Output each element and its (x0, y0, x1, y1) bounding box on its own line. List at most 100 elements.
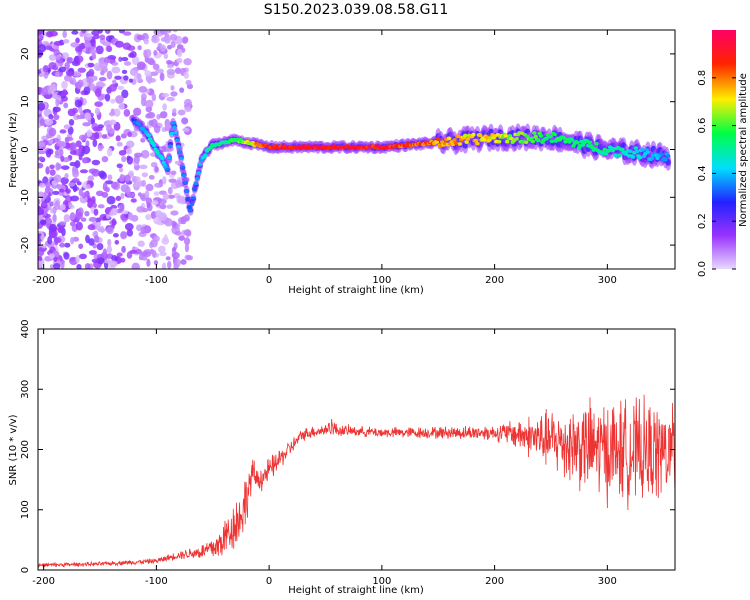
heatmap-ridge-core (191, 196, 196, 200)
heatmap-ridge-core (173, 130, 178, 135)
heatmap-noise-cell (159, 30, 168, 35)
heatmap-ridge-core (536, 138, 541, 143)
heatmap-noise-cell (84, 112, 91, 121)
heatmap-noise-cell (58, 66, 67, 73)
heatmap-noise-cell (52, 262, 61, 269)
heatmap-ridge-core (180, 165, 185, 169)
heatmap-noise-cell (88, 216, 98, 222)
heatmap-ridge-core (146, 133, 151, 138)
heatmap-ridge-core (196, 171, 201, 175)
heatmap-noise-cell (151, 200, 159, 206)
heatmap-noise-cell (39, 182, 46, 188)
heatmap-xtick-label: 300 (598, 275, 617, 286)
heatmap-noise-cell (183, 237, 191, 246)
heatmap-noise-cell (108, 111, 116, 117)
heatmap-noise-cell (56, 140, 66, 148)
heatmap-noise-cell (38, 255, 43, 262)
heatmap-noise-cell (38, 208, 45, 216)
heatmap-noise-cell (48, 223, 57, 232)
heatmap-noise-cell (74, 160, 81, 169)
heatmap-ridge-core (436, 137, 441, 142)
heatmap-noise-cell (69, 142, 77, 151)
heatmap-noise-cell (150, 162, 158, 168)
heatmap-noise-cell (90, 196, 96, 204)
heatmap-noise-cell (71, 30, 79, 35)
heatmap-noise-cell (118, 167, 124, 173)
heatmap-noise-cell (126, 229, 134, 237)
heatmap-noise-cell (109, 260, 118, 268)
heatmap-ridge-core (548, 134, 553, 139)
heatmap-noise-cell (79, 169, 88, 174)
heatmap-noise-cell (146, 57, 155, 65)
heatmap-ridge-core (168, 144, 173, 149)
heatmap-noise-cell (184, 243, 190, 253)
heatmap-noise-cell (66, 56, 74, 64)
heatmap-ridge-core (549, 139, 555, 144)
heatmap-noise-cell (122, 42, 132, 50)
heatmap-noise-cell (151, 35, 160, 44)
heatmap-noise-cell (75, 221, 83, 231)
heatmap-ridge-core (170, 121, 176, 125)
heatmap-noise-cell (77, 79, 84, 88)
heatmap-ridge-core (183, 180, 188, 185)
heatmap-noise-cell (106, 147, 113, 157)
heatmap-noise-cell (97, 82, 106, 88)
heatmap-noise-cell (78, 188, 84, 197)
heatmap-noise-cell (98, 170, 106, 178)
heatmap-noise-cell (110, 98, 116, 104)
heatmap-noise-cell (176, 57, 183, 64)
heatmap-noise-cell (44, 217, 53, 225)
heatmap-noise-cell (79, 253, 87, 260)
heatmap-noise-cell (105, 186, 110, 193)
heatmap-noise-cell (183, 214, 190, 222)
heatmap-noise-cell (108, 84, 117, 92)
heatmap-noise-cell (151, 93, 157, 102)
heatmap-noise-cell (91, 30, 100, 36)
heatmap-noise-cell (38, 69, 42, 75)
heatmap-noise-cell (38, 142, 45, 148)
colorbar-tick-label: 0.0 (697, 261, 708, 277)
heatmap-noise-cell (59, 242, 66, 248)
heatmap-noise-cell (95, 221, 102, 227)
colorbar-tick-label: 0.4 (697, 165, 708, 181)
heatmap-noise-cell (141, 179, 147, 187)
heatmap-ridge-core (464, 140, 469, 144)
heatmap-noise-cell (82, 157, 88, 164)
heatmap-noise-cell (144, 190, 150, 199)
heatmap-noise-cell (95, 45, 104, 55)
heatmap-noise-cell (76, 263, 82, 269)
heatmap-noise-cell (91, 159, 101, 166)
heatmap-ridge-core (177, 150, 183, 155)
heatmap-noise-cell (53, 114, 60, 121)
heatmap-noise-cell (93, 208, 99, 216)
heatmap-noise-cell (44, 118, 54, 126)
snr-ylabel: SNR (10 * v/v) (8, 414, 19, 485)
heatmap-noise-cell (176, 195, 182, 204)
heatmap-noise-cell (170, 85, 175, 91)
heatmap-noise-cell (110, 208, 118, 216)
heatmap-noise-cell (161, 93, 170, 98)
figure-title: S150.2023.039.08.58.G11 (264, 2, 449, 18)
heatmap-noise-cell (64, 173, 69, 179)
heatmap-ridge-core (530, 139, 536, 144)
heatmap-ridge-core (193, 181, 199, 186)
heatmap-noise-cell (39, 118, 45, 127)
heatmap-noise-cell (145, 106, 153, 113)
heatmap-noise-cell (40, 234, 45, 241)
heatmap-ridge-core (165, 167, 170, 172)
heatmap-noise-cell (98, 145, 105, 150)
heatmap-noise-cell (118, 149, 127, 156)
heatmap-noise-cell (141, 255, 148, 261)
heatmap-noise-cell (68, 182, 76, 187)
heatmap-noise-cell (58, 221, 67, 226)
heatmap-noise-cell (118, 103, 125, 110)
heatmap-ridge-core (659, 152, 664, 156)
heatmap-noise-cell (128, 78, 134, 83)
heatmap-noise-cell (175, 179, 182, 189)
heatmap-noise-cell (183, 58, 192, 66)
heatmap-noise-cell (49, 164, 55, 170)
heatmap-ridge-core (181, 173, 187, 178)
heatmap-noise-cell (38, 191, 45, 198)
heatmap-noise-cell (48, 62, 57, 70)
